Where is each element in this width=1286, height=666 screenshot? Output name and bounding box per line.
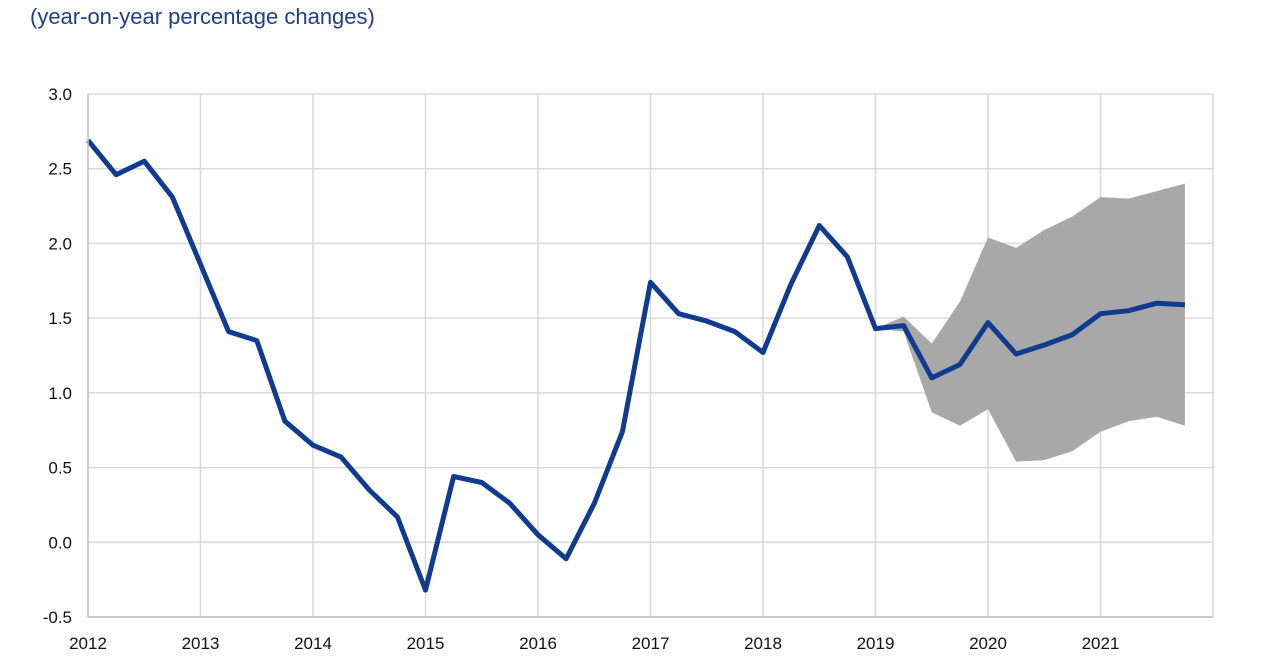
projection-range-band [875, 183, 1185, 462]
x-tick-label: 2012 [69, 634, 107, 653]
y-tick-label: 1.0 [48, 384, 72, 403]
x-tick-label: 2018 [744, 634, 782, 653]
x-tick-label: 2017 [632, 634, 670, 653]
chart-subtitle: (year-on-year percentage changes) [30, 4, 375, 29]
series-line [86, 138, 1186, 593]
x-tick-label: 2019 [857, 634, 895, 653]
axes [87, 94, 1213, 618]
y-tick-labels: -0.5 0.0 0.5 1.0 1.5 2.0 2.5 3.0 [43, 85, 72, 627]
y-tick-label: -0.5 [43, 608, 72, 627]
y-tick-label: 2.0 [48, 234, 72, 253]
projection-band [875, 183, 1185, 462]
y-tick-label: 0.5 [48, 459, 72, 478]
x-tick-label: 2015 [407, 634, 445, 653]
y-tick-label: 1.5 [48, 309, 72, 328]
grid-lines [88, 93, 1214, 618]
x-tick-labels: 2012 2013 2014 2015 2016 2017 2018 2019 2020 2021 [69, 634, 1119, 653]
y-tick-label: 3.0 [48, 85, 72, 104]
x-tick-label: 2014 [294, 634, 332, 653]
x-tick-label: 2016 [519, 634, 557, 653]
y-tick-label: 0.0 [48, 533, 72, 552]
x-tick-label: 2013 [182, 634, 220, 653]
x-tick-label: 2021 [1082, 634, 1120, 653]
y-tick-label: 2.5 [48, 160, 72, 179]
x-tick-label: 2020 [969, 634, 1007, 653]
